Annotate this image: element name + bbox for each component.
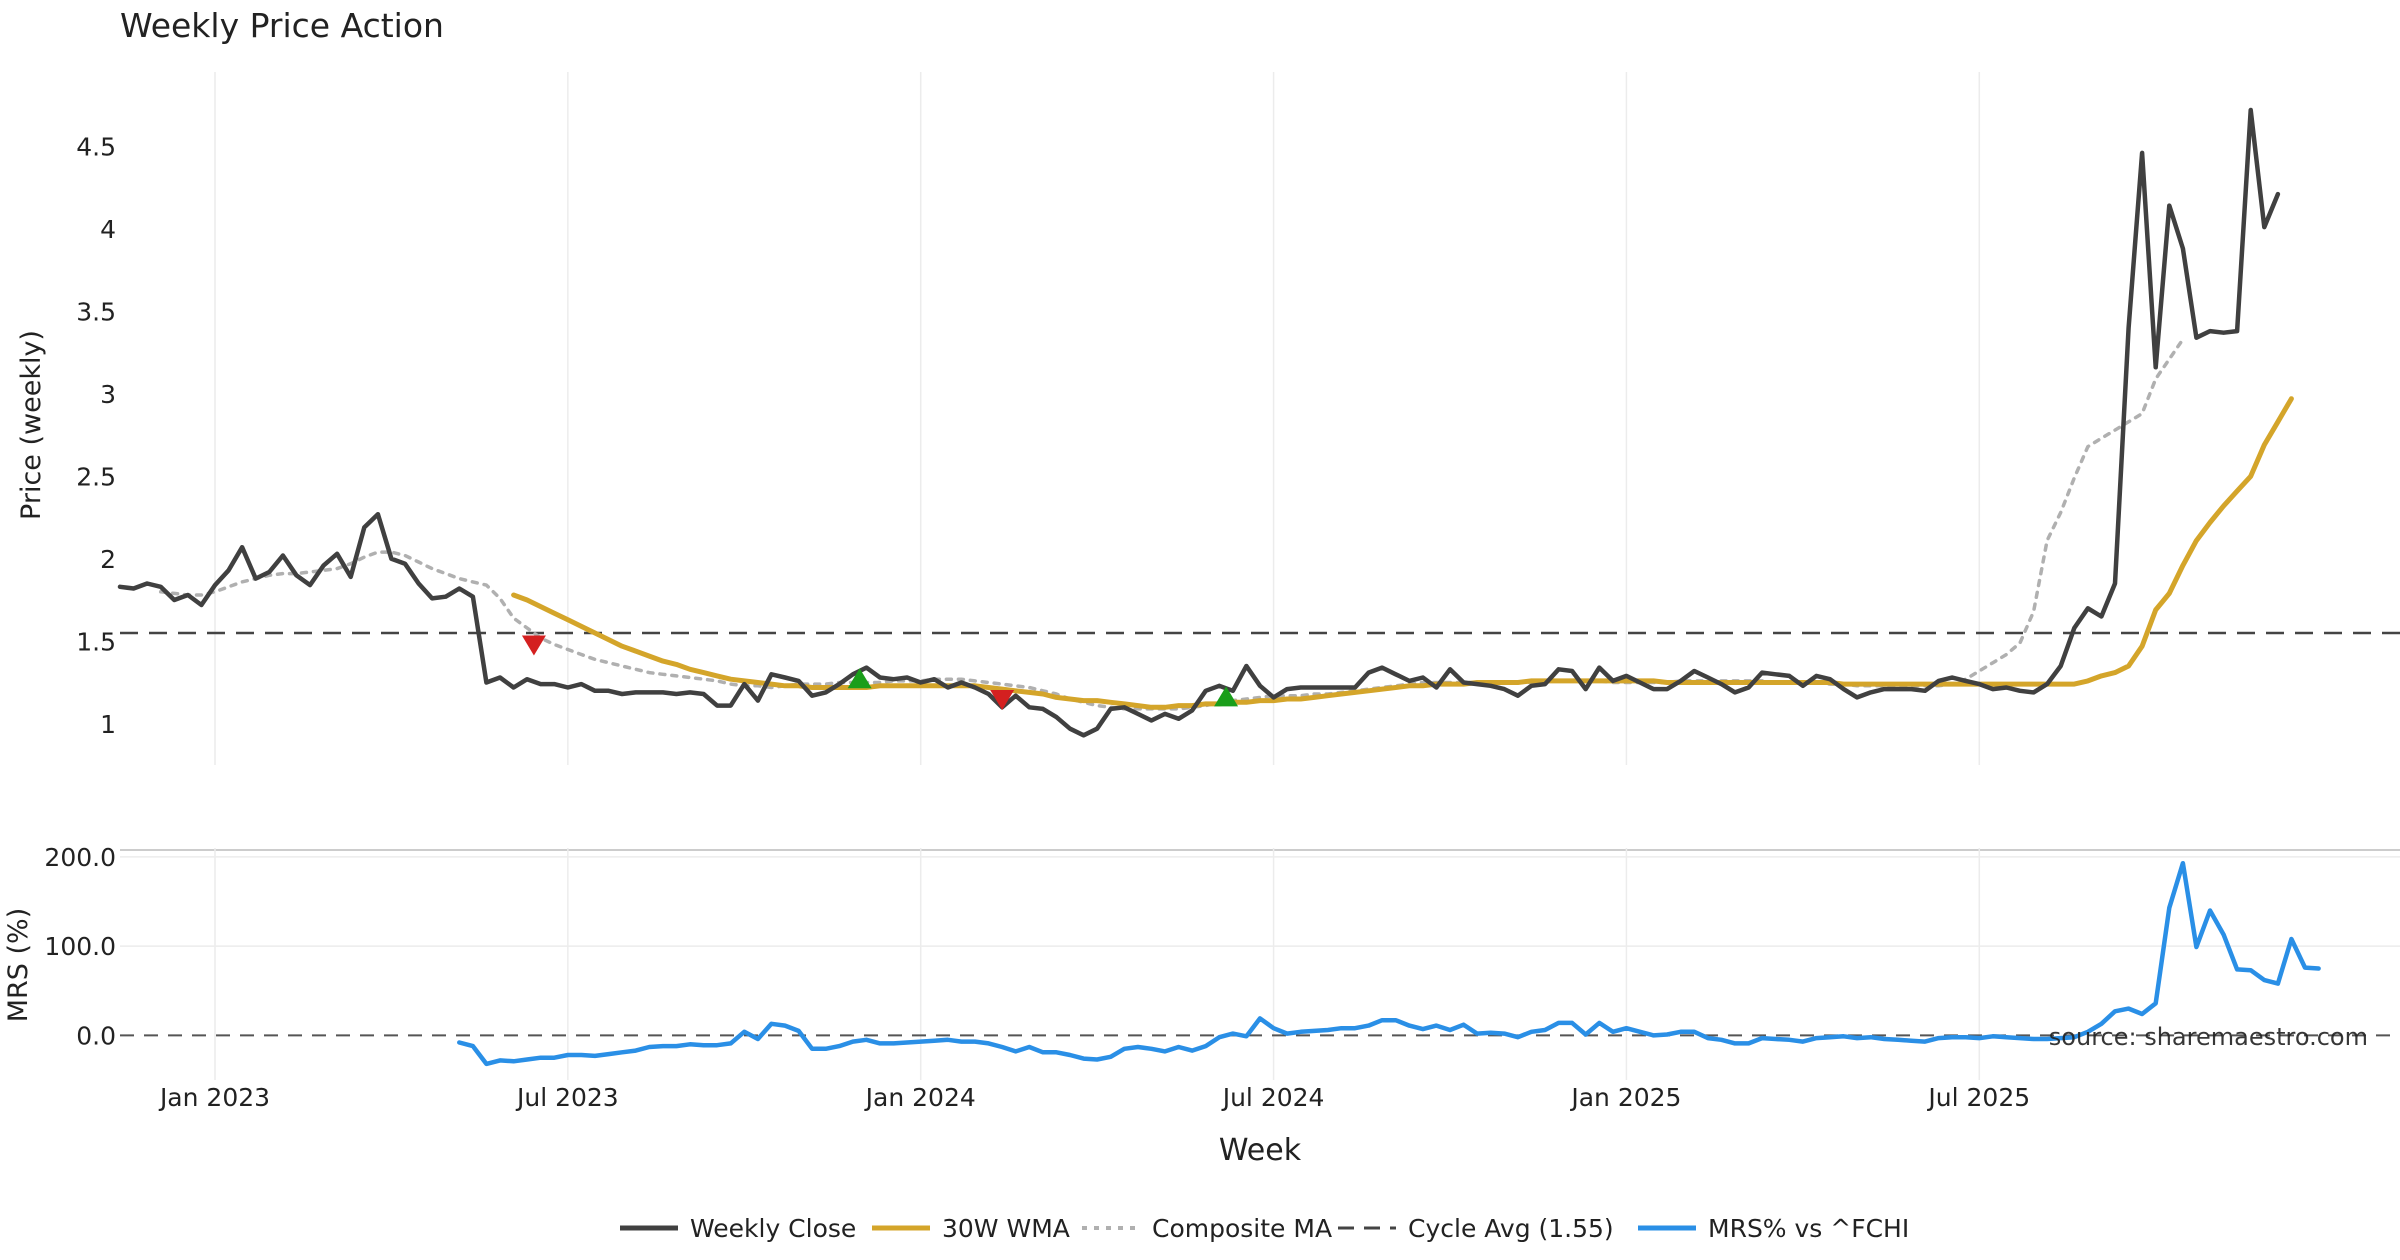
price-y-tick-label: 1 [100, 710, 116, 739]
price-y-tick-label: 3.5 [76, 297, 116, 326]
price-gridlines [214, 72, 1981, 765]
price-y-tick-label: 4.5 [76, 132, 116, 161]
x-tick-label: Jan 2023 [158, 1083, 270, 1112]
mrs-y-tick-label: 200.0 [44, 843, 116, 872]
buy-signal-marker [1214, 686, 1239, 707]
x-axis-label: Week [1219, 1133, 1302, 1168]
sell-signal-marker [990, 690, 1015, 710]
x-tick-label: Jul 2024 [1221, 1083, 1325, 1112]
legend-label: Cycle Avg (1.55) [1408, 1214, 1614, 1243]
price-y-axis-ticks: 1 1.5 2 2.5 3 3.5 4 4.5 [76, 132, 116, 739]
mrs-gridlines [120, 848, 2400, 1080]
sell-signal-marker [521, 635, 546, 656]
mrs-panel: 0.0 100.0 200.0 MRS (%) source: sharemaest… [3, 843, 2400, 1080]
mrs-y-tick-label: 100.0 [44, 932, 116, 961]
legend-entry: 30W WMA [872, 1214, 1070, 1243]
signal-markers [521, 635, 1239, 710]
legend-entry: Weekly Close [620, 1214, 856, 1243]
mrs-series-group [457, 860, 2321, 1067]
legend-label: MRS% vs ^FCHI [1708, 1214, 1909, 1243]
x-tick-label: Jan 2024 [864, 1083, 976, 1112]
mrs-y-axis-ticks: 0.0 100.0 200.0 [44, 843, 116, 1050]
series-weekly-close [117, 107, 2281, 738]
x-axis-ticks: Jan 2023 Jul 2023 Jan 2024 Jul 2024 Jan 2025… [158, 1083, 2030, 1112]
price-y-tick-label: 3 [100, 380, 116, 409]
x-tick-label: Jul 2023 [515, 1083, 619, 1112]
price-series-group [117, 107, 2294, 738]
series-mrs-vs-fchi [457, 860, 2321, 1067]
series-composite-ma [158, 337, 2185, 711]
price-y-tick-label: 1.5 [76, 627, 116, 656]
x-tick-label: Jan 2025 [1569, 1083, 1681, 1112]
price-panel: 1 1.5 2 2.5 3 3.5 4 4.5 Price (weekly) [16, 72, 2400, 765]
legend-label: 30W WMA [942, 1214, 1070, 1243]
legend-entry: Composite MA [1082, 1214, 1332, 1243]
legend-entry: MRS% vs ^FCHI [1638, 1214, 1909, 1243]
price-y-tick-label: 4 [100, 215, 116, 244]
legend-entry: Cycle Avg (1.55) [1338, 1214, 1614, 1243]
legend: Weekly Close 30W WMA Composite MA Cycle Avg… [620, 1214, 1909, 1243]
x-tick-label: Jul 2025 [1926, 1083, 2030, 1112]
price-y-axis-label: Price (weekly) [16, 330, 47, 520]
mrs-y-tick-label: 0.0 [76, 1021, 116, 1050]
series-30w-wma [511, 396, 2294, 710]
legend-label: Weekly Close [690, 1214, 856, 1243]
price-y-tick-label: 2 [100, 545, 116, 574]
source-watermark: source: sharemaestro.com [2049, 1023, 2368, 1051]
chart-title: Weekly Price Action [120, 6, 444, 45]
buy-signal-marker [847, 668, 872, 689]
legend-label: Composite MA [1152, 1214, 1332, 1243]
mrs-y-axis-label: MRS (%) [3, 908, 34, 1023]
price-y-tick-label: 2.5 [76, 462, 116, 491]
